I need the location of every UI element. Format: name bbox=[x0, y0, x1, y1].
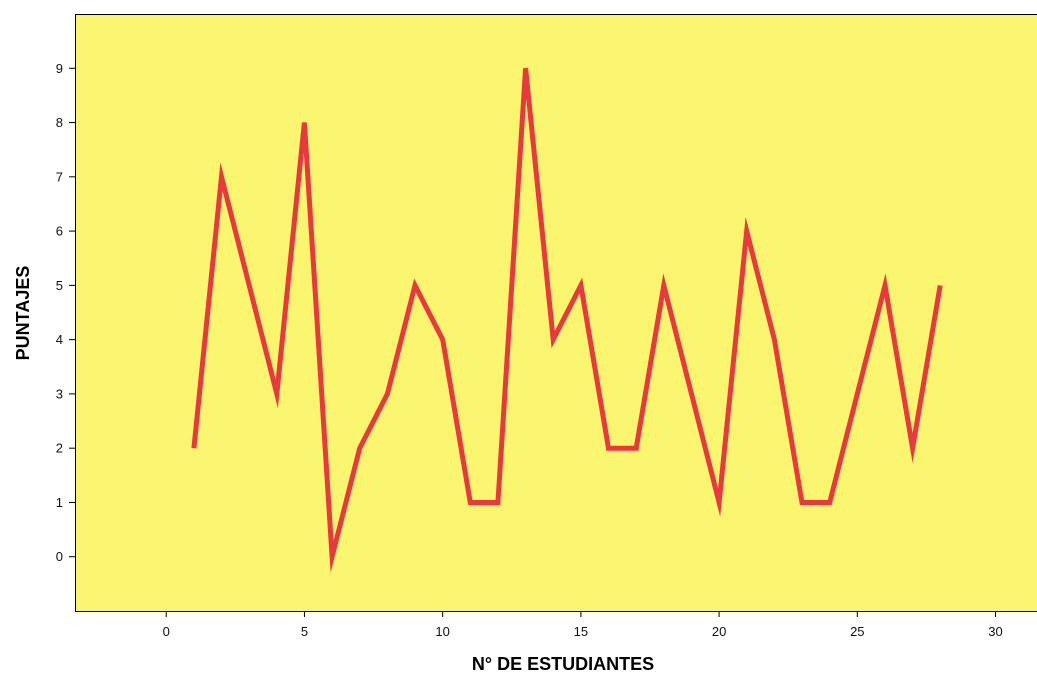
x-tick-label: 0 bbox=[163, 624, 170, 639]
y-tick-label: 2 bbox=[56, 441, 63, 456]
y-tick-label: 4 bbox=[56, 332, 63, 347]
y-axis-title: PUNTAJES bbox=[13, 266, 33, 361]
x-tick-label: 15 bbox=[574, 624, 588, 639]
series-layer bbox=[191, 68, 943, 573]
y-tick-label: 8 bbox=[56, 115, 63, 130]
x-tick-label: 20 bbox=[712, 624, 726, 639]
series-line bbox=[191, 68, 943, 573]
y-tick-label: 9 bbox=[56, 61, 63, 76]
x-axis: 0 5 10 15 20 25 30 bbox=[75, 611, 1037, 639]
x-tick-label: 25 bbox=[850, 624, 864, 639]
y-tick-label: 1 bbox=[56, 495, 63, 510]
y-axis: 0 1 2 3 4 5 6 7 8 9 bbox=[56, 14, 76, 611]
x-tick-label: 10 bbox=[435, 624, 449, 639]
x-tick-label: 5 bbox=[301, 624, 308, 639]
plot-area bbox=[75, 14, 1037, 611]
y-tick-label: 0 bbox=[56, 549, 63, 564]
x-axis-title: N° DE ESTUDIANTES bbox=[472, 654, 654, 673]
y-tick-label: 7 bbox=[56, 169, 63, 184]
y-tick-label: 3 bbox=[56, 386, 63, 401]
x-tick-label: 30 bbox=[988, 624, 1002, 639]
y-tick-label: 5 bbox=[56, 278, 63, 293]
y-tick-label: 6 bbox=[56, 224, 63, 239]
